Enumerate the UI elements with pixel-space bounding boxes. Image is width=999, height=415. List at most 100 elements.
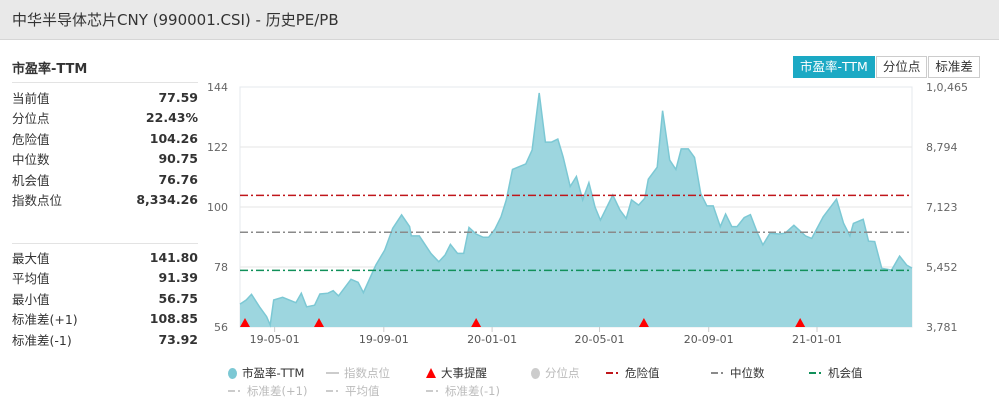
legend-label: 标准差(-1) <box>445 384 500 398</box>
stat-value: 56.75 <box>158 290 198 306</box>
legend-item[interactable]: 分位点 <box>531 365 606 381</box>
x-tick-label: 21-01-01 <box>792 333 842 346</box>
stat-row: 分位点 22.43% <box>12 108 198 129</box>
stat-value: 108.85 <box>149 311 198 327</box>
y-right-tick-label: 3,781 <box>926 321 958 334</box>
y-tick-label: 144 <box>207 81 228 94</box>
y-tick-label: 100 <box>207 201 228 214</box>
x-tick-label: 20-09-01 <box>684 333 734 346</box>
divider <box>12 243 198 244</box>
y-tick-label: 56 <box>214 321 228 334</box>
event-marker <box>638 318 649 327</box>
triangle-icon <box>426 368 436 378</box>
pe-area <box>240 93 912 327</box>
x-tick-label: 20-05-01 <box>575 333 625 346</box>
stats-current: 当前值 77.59 分位点 22.43% 危险值 104.26 中位数 90.75 机会值 76.… <box>12 87 198 210</box>
legend-row-2: 标准差(+1) 平均值 标准差(-1) <box>228 383 526 399</box>
legend-item[interactable]: 指数点位 <box>326 365 426 381</box>
stat-row: 机会值 76.76 <box>12 169 198 190</box>
event-marker <box>795 318 806 327</box>
legend-row-1: 市盈率-TTM 指数点位 大事提醒 分位点 危险值 中位数 机会值 <box>228 365 889 381</box>
toggle-button[interactable]: 市盈率-TTM <box>793 56 875 78</box>
dashdot-icon <box>228 390 242 392</box>
stat-label: 标准差(-1) <box>12 332 72 348</box>
legend-item[interactable]: 标准差(+1) <box>228 383 326 399</box>
stat-value: 76.76 <box>158 171 198 187</box>
dashdot-icon <box>606 372 620 374</box>
x-tick-label: 19-09-01 <box>359 333 409 346</box>
dashdot-icon <box>711 372 725 374</box>
stat-row: 标准差(-1) 73.92 <box>12 329 198 350</box>
x-tick-label: 20-01-01 <box>467 333 517 346</box>
y-right-tick-label: 1,0,465 <box>926 81 968 94</box>
metric-toggle: 市盈率-TTM 分位点 标准差 <box>793 56 980 78</box>
stat-value: 73.92 <box>158 331 198 347</box>
divider <box>12 82 198 83</box>
legend-label: 大事提醒 <box>441 366 487 380</box>
pe-chart: 144 1,0,465 122 8,794 100 7,123 78 5,452 56 3,781… <box>207 81 968 346</box>
window-title: 中华半导体芯片CNY (990001.CSI) - 历史PE/PB <box>12 11 339 29</box>
stat-row: 标准差(+1) 108.85 <box>12 309 198 330</box>
stat-value: 141.80 <box>149 249 198 265</box>
x-tick-label: 19-05-01 <box>250 333 300 346</box>
toggle-button[interactable]: 标准差 <box>928 56 980 78</box>
legend-label: 中位数 <box>730 366 765 380</box>
stat-label: 平均值 <box>12 271 50 287</box>
legend-label: 机会值 <box>828 366 863 380</box>
legend-label: 危险值 <box>625 366 660 380</box>
legend-item[interactable]: 机会值 <box>809 365 889 381</box>
legend-item[interactable]: 危险值 <box>606 365 711 381</box>
legend-label: 分位点 <box>545 366 580 380</box>
stat-label: 当前值 <box>12 90 50 106</box>
panel-title: 市盈率-TTM <box>12 62 88 77</box>
stat-label: 标准差(+1) <box>12 312 78 328</box>
stat-value: 8,334.26 <box>136 192 198 208</box>
legend-label: 平均值 <box>345 384 380 398</box>
window-titlebar: 中华半导体芯片CNY (990001.CSI) - 历史PE/PB <box>0 0 999 40</box>
stat-value: 77.59 <box>158 89 198 105</box>
stat-row: 平均值 91.39 <box>12 268 198 289</box>
toggle-button[interactable]: 分位点 <box>875 56 928 78</box>
circle-icon <box>228 367 237 379</box>
stat-label: 危险值 <box>12 131 50 147</box>
legend-item[interactable]: 中位数 <box>711 365 809 381</box>
stat-label: 分位点 <box>12 111 50 127</box>
stat-row: 当前值 77.59 <box>12 87 198 108</box>
line-icon <box>326 372 339 374</box>
stat-row: 危险值 104.26 <box>12 128 198 149</box>
dashdot-icon <box>809 372 823 374</box>
stat-label: 最大值 <box>12 250 50 266</box>
stat-row: 中位数 90.75 <box>12 149 198 170</box>
y-right-tick-label: 5,452 <box>926 261 958 274</box>
stat-value: 22.43% <box>145 110 198 126</box>
legend-item[interactable]: 大事提醒 <box>426 365 531 381</box>
event-marker <box>240 318 250 327</box>
stat-value: 91.39 <box>158 270 198 286</box>
y-tick-label: 78 <box>214 261 228 274</box>
legend-item[interactable]: 平均值 <box>326 383 426 399</box>
y-right-tick-label: 7,123 <box>926 201 958 214</box>
stat-label: 指数点位 <box>12 193 63 209</box>
y-tick-label: 122 <box>207 141 228 154</box>
event-marker <box>314 318 325 327</box>
legend-item[interactable]: 市盈率-TTM <box>228 365 326 381</box>
stat-row: 最小值 56.75 <box>12 288 198 309</box>
legend-label: 指数点位 <box>344 366 390 380</box>
legend-item[interactable]: 标准差(-1) <box>426 383 526 399</box>
stat-value: 90.75 <box>158 151 198 167</box>
dashdot-icon <box>326 390 340 392</box>
legend-label: 标准差(+1) <box>247 384 308 398</box>
pe-line <box>239 92 913 328</box>
stat-label: 机会值 <box>12 172 50 188</box>
stat-row: 最大值 141.80 <box>12 247 198 268</box>
stat-value: 104.26 <box>149 130 198 146</box>
stat-label: 中位数 <box>12 152 50 168</box>
legend-label: 市盈率-TTM <box>242 366 305 380</box>
y-right-tick-label: 8,794 <box>926 141 958 154</box>
circle-icon <box>531 367 540 379</box>
stat-row: 指数点位 8,334.26 <box>12 190 198 211</box>
dashdot-icon <box>426 390 440 392</box>
event-marker <box>471 318 482 327</box>
stats-summary: 最大值 141.80 平均值 91.39 最小值 56.75 标准差(+1) 108.85 标准… <box>12 247 198 350</box>
stat-label: 最小值 <box>12 291 50 307</box>
